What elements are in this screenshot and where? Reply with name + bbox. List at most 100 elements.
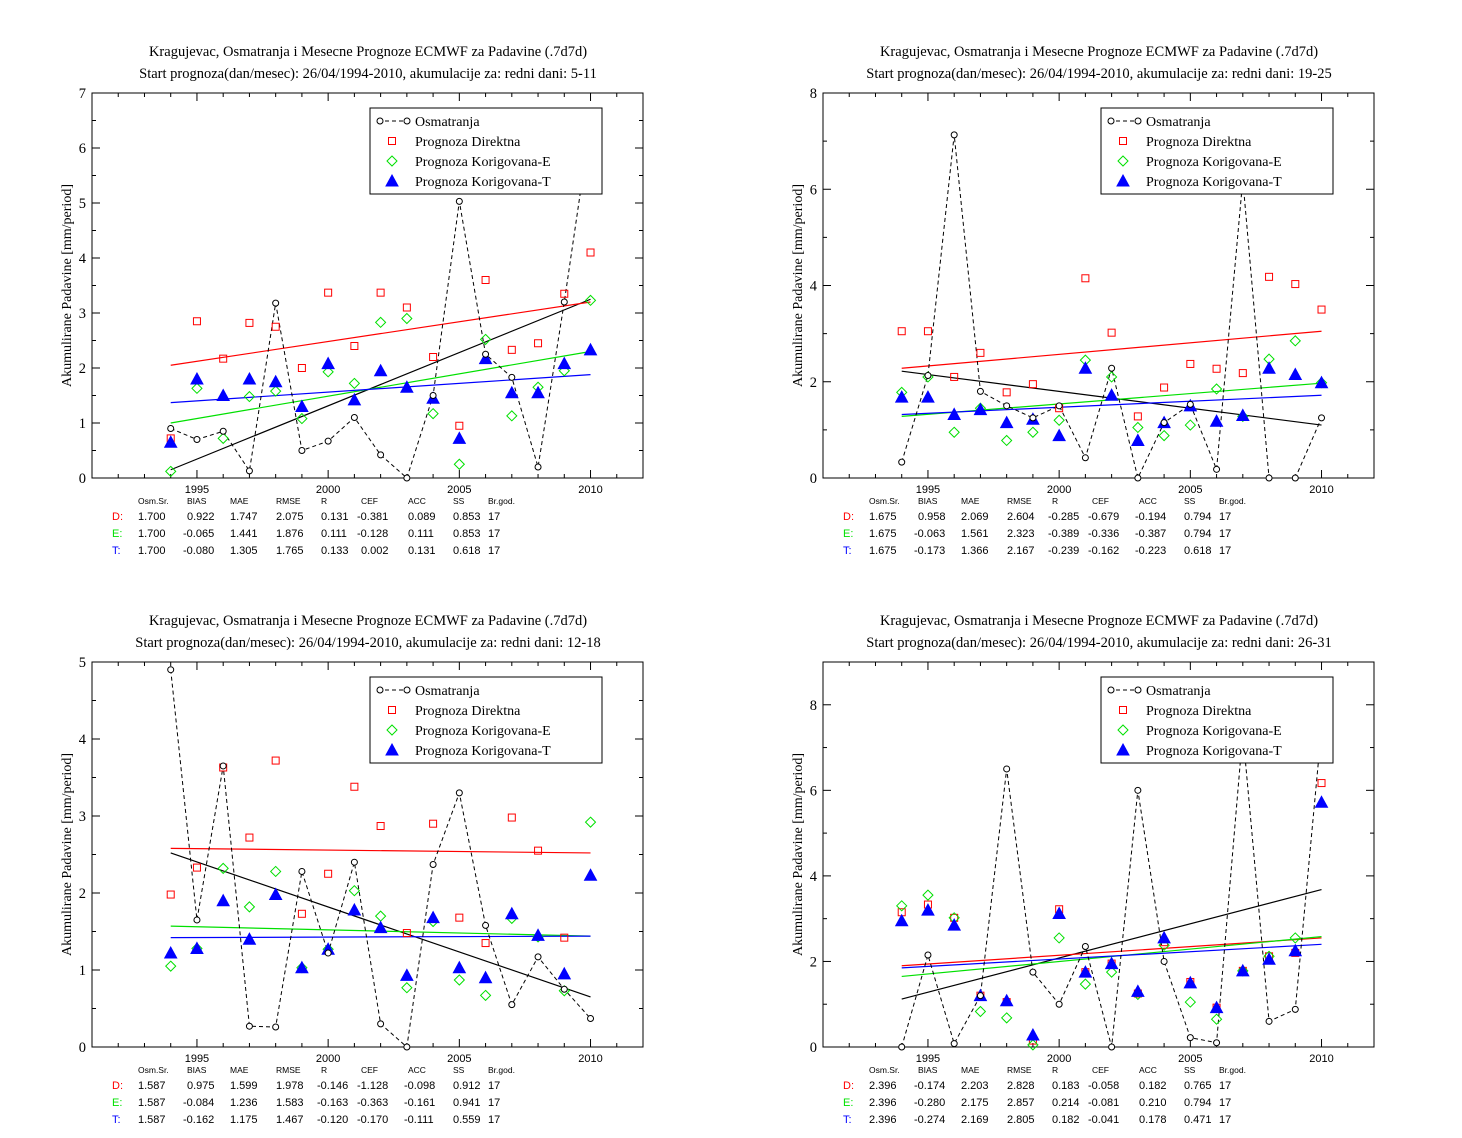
direct-point <box>1028 380 1037 389</box>
direct-point <box>219 354 228 363</box>
legend-label: Prognoza Korigovana-E <box>415 155 551 170</box>
stats-cell: -0.363 <box>357 1097 389 1109</box>
corr-t-point <box>452 431 467 444</box>
direct-point <box>534 846 543 855</box>
obs-point <box>193 916 201 924</box>
obs-point <box>976 992 984 1000</box>
stats-header-cell: RMSE <box>276 496 301 506</box>
obs-point <box>1003 402 1011 410</box>
stats-cell: 17 <box>488 545 501 557</box>
corr-t-point <box>894 913 909 927</box>
corr-t-point <box>583 342 598 356</box>
stats-cell: -0.239 <box>1048 545 1080 557</box>
stats-cell: 17 <box>1219 1097 1232 1109</box>
corr-e-point <box>584 294 597 307</box>
stats-cell: -0.063 <box>914 528 946 540</box>
obs-point <box>587 1015 595 1023</box>
stats-header-cell: RMSE <box>1007 496 1032 506</box>
obs-point <box>429 861 437 869</box>
corr-t-point <box>999 993 1014 1007</box>
chart-title: Kragujevac, Osmatranja i Mesecne Prognoz… <box>149 613 587 629</box>
corr-e-point <box>217 432 229 445</box>
obs-point <box>508 1001 516 1009</box>
direct-point <box>1107 328 1116 337</box>
chart-subtitle: Start prognoza(dan/mesec): 26/04/1994-20… <box>139 66 597 82</box>
y-tick-label: 8 <box>810 86 817 102</box>
stats-cell: -0.274 <box>914 1114 946 1126</box>
corr-t-point <box>531 385 545 399</box>
x-tick-label: 2005 <box>1178 1053 1202 1065</box>
corr-t-point <box>1288 367 1303 381</box>
corr-e-point <box>1184 419 1197 431</box>
y-tick-label: 3 <box>79 809 86 825</box>
stats-header-cell: BIAS <box>918 1065 938 1075</box>
corr-e-point <box>896 900 908 912</box>
corr-e-point <box>386 724 398 736</box>
y-tick-label: 5 <box>79 196 86 212</box>
direct-point <box>271 322 280 331</box>
stats-cell: 2.857 <box>1007 1097 1035 1109</box>
corr-t-point <box>400 380 414 393</box>
legend-label: Prognoza Direktna <box>415 135 521 150</box>
stats-header-cell: CEF <box>1092 496 1109 506</box>
obs-point <box>924 951 932 959</box>
stats-cell: 2.828 <box>1007 1080 1035 1092</box>
stats-header-cell: MAE <box>961 496 980 506</box>
stats-cell: -0.163 <box>317 1097 349 1109</box>
x-tick-label: 2000 <box>1047 484 1071 496</box>
stats-header-cell: BIAS <box>918 496 938 506</box>
stats-header-cell: SS <box>1184 1065 1196 1075</box>
corr-t-point <box>1052 906 1066 920</box>
stats-row-key: D: <box>112 1080 123 1092</box>
stats-cell: 0.183 <box>1052 1080 1080 1092</box>
obs-point <box>377 1020 385 1028</box>
y-axis-label: Akumulirane Padavine [mm/period] <box>791 753 806 956</box>
stats-cell: -0.336 <box>1088 528 1120 540</box>
legend-label: Prognoza Korigovana-T <box>415 175 551 190</box>
corr-t-point <box>973 402 988 416</box>
x-tick-label: 2000 <box>1047 1053 1071 1065</box>
stats-cell: 17 <box>1219 511 1232 523</box>
obs-point <box>1081 454 1089 462</box>
legend-label: Prognoza Korigovana-E <box>415 724 551 739</box>
corr-t-point <box>531 928 545 941</box>
obs-point <box>1029 414 1037 422</box>
y-axis-label: Akumulirane Padavine [mm/period] <box>791 184 806 387</box>
corr-t-trend-line <box>901 943 1322 969</box>
legend-label: Prognoza Direktna <box>1146 704 1252 719</box>
corr-t-point <box>373 920 388 934</box>
corr-t-point <box>1131 984 1145 997</box>
stats-cell: 2.604 <box>1007 511 1035 523</box>
obs-point <box>1291 474 1299 482</box>
direct-point <box>923 327 932 336</box>
direct-point <box>1119 137 1127 145</box>
direct-point <box>297 364 306 372</box>
corr-e-point <box>1053 414 1065 426</box>
chart-svg: Kragujevac, Osmatranja i Mesecne Prognoz… <box>791 44 1375 496</box>
legend-marker <box>1107 117 1115 125</box>
legend-label: Prognoza Korigovana-T <box>415 744 551 759</box>
stats-cell: 2.323 <box>1007 528 1035 540</box>
stats-row-key: E: <box>843 528 854 540</box>
direct-point <box>1238 369 1247 378</box>
stats-header-cell: RMSE <box>276 1065 301 1075</box>
direct-point <box>324 869 333 878</box>
stats-header-cell: RMSE <box>1007 1065 1032 1075</box>
legend-marker <box>1134 686 1142 694</box>
legend-marker <box>376 686 384 694</box>
corr-t-point <box>1157 930 1171 944</box>
obs-point <box>245 467 253 475</box>
stats-cell: 0.089 <box>408 511 436 523</box>
legend-marker <box>1134 117 1142 125</box>
stats-cell: 2.203 <box>961 1080 989 1092</box>
direct-point <box>271 756 280 765</box>
x-tick-label: 1995 <box>916 484 940 496</box>
stats-header-cell: ACC <box>1139 1065 1157 1075</box>
y-tick-label: 8 <box>810 698 817 714</box>
corr-t-point <box>894 390 909 403</box>
stats-cell: -0.223 <box>1135 545 1167 557</box>
stats-row-key: T: <box>112 1114 121 1126</box>
y-tick-label: 1 <box>79 416 86 432</box>
chart-subtitle: Start prognoza(dan/mesec): 26/04/1994-20… <box>135 635 600 651</box>
obs-point <box>167 425 175 432</box>
